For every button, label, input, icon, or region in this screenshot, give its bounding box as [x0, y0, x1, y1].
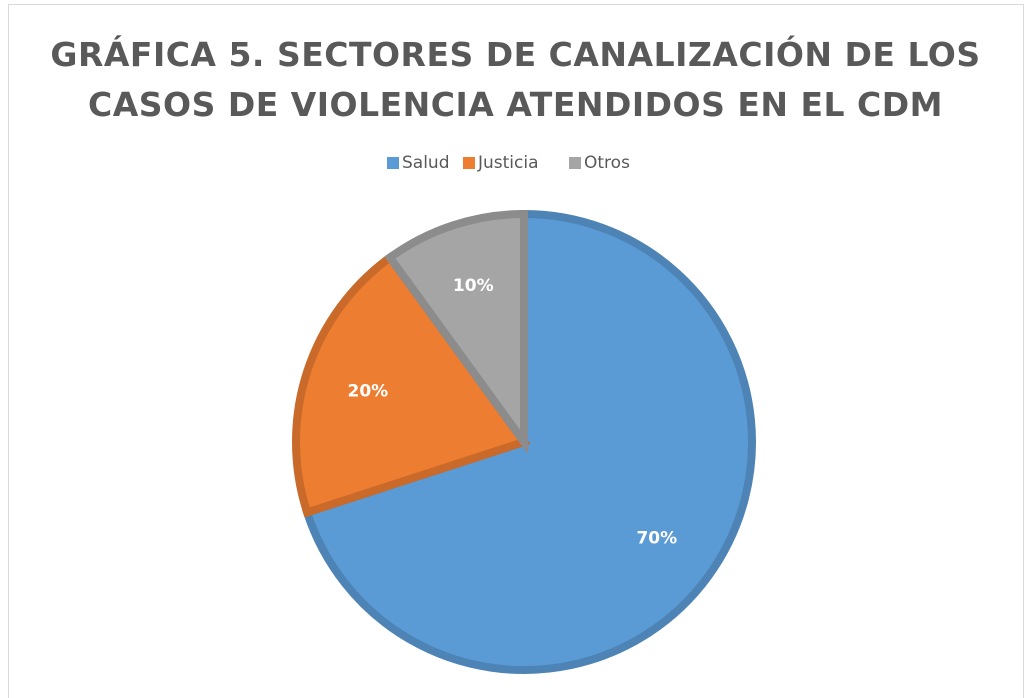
legend-label: Otros: [584, 153, 630, 173]
chart-title: GRÁFICA 5. SECTORES DE CANALIZACIÓN DE L…: [50, 35, 981, 124]
legend-swatch: [463, 157, 475, 169]
legend-swatch: [569, 157, 581, 169]
chart-frame: [8, 4, 1024, 698]
legend-label: Salud: [402, 153, 450, 173]
data-label: 20%: [348, 381, 389, 401]
data-label: 70%: [636, 528, 677, 548]
pie-slice: [292, 251, 531, 518]
pie-slice: [384, 209, 528, 455]
legend-swatch: [387, 157, 399, 169]
legend-label: Justicia: [477, 153, 539, 173]
data-label: 10%: [453, 276, 494, 296]
pie-slice: [302, 209, 756, 674]
